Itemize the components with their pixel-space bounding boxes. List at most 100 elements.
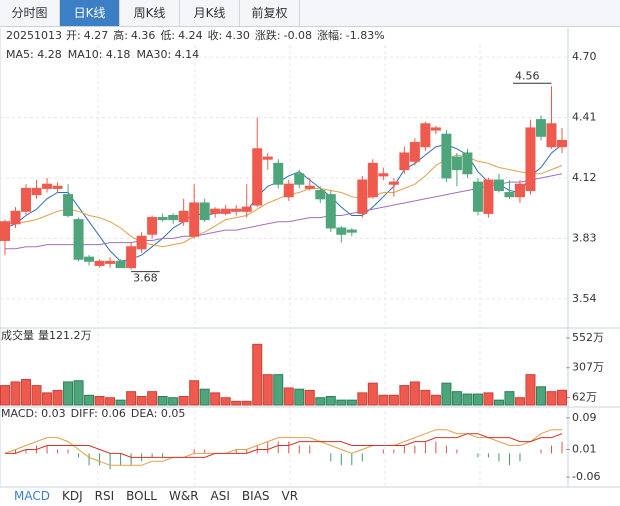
tab[interactable]: 月K线 [180, 0, 240, 26]
tab[interactable]: ASI [210, 489, 230, 503]
y-tick-label: 552万 [572, 331, 604, 344]
volume-bar [178, 396, 189, 406]
quote-value: 4.36 [131, 29, 156, 42]
candle-body [52, 185, 63, 189]
candle-body [409, 142, 420, 162]
tab[interactable]: 日K线 [60, 0, 120, 26]
candle-body [10, 210, 21, 225]
volume-bar [493, 399, 504, 406]
legend-entry: MA5: 4.28 [6, 48, 62, 61]
min-label: 3.68 [133, 272, 158, 285]
y-tick-label: 0.09 [572, 411, 597, 424]
volume-bar [346, 399, 357, 406]
y-tick-label: 4.12 [572, 171, 597, 184]
period-tabs: 分时图 日K线 周K线 月K线 前复权 [0, 0, 620, 27]
candle-body [378, 173, 389, 177]
vertical-grid [97, 45, 481, 487]
legend-entry: DIFF: 0.06 [71, 407, 126, 420]
volume-bar [304, 389, 315, 406]
tab[interactable]: MACD [14, 489, 50, 503]
max-label: 4.56 [515, 69, 540, 82]
volume-bar [0, 385, 10, 406]
candle-body [462, 152, 473, 175]
y-tick-label: 0.01 [572, 442, 597, 455]
candle-body [126, 246, 137, 269]
y-tick-label: 62万 [572, 390, 597, 403]
volume-bar [357, 392, 368, 406]
volume-bar [388, 394, 399, 406]
volume-bar [451, 391, 462, 406]
y-tick-label: -0.06 [572, 470, 600, 483]
quote-label: 涨幅: [317, 29, 343, 42]
candle-body [63, 194, 74, 216]
volume-bar [262, 374, 273, 406]
volume-bar [283, 387, 294, 406]
legend-entry: DEA: 0.05 [131, 407, 185, 420]
candle-body [357, 179, 368, 214]
quote-date: 20251013 [6, 29, 62, 42]
volume-bar [115, 399, 126, 406]
tab[interactable]: VR [281, 489, 299, 503]
volume-bar [336, 399, 347, 406]
ma-line [5, 173, 563, 250]
tab[interactable]: BIAS [241, 489, 270, 503]
legend-entry: MACD: 0.03 [1, 407, 66, 420]
candle-body [157, 217, 168, 221]
candle-body [504, 192, 515, 198]
legend-entry: MA10: 4.18 [68, 48, 131, 61]
volume-bar [430, 394, 441, 406]
candle-body [178, 210, 189, 223]
volume-bar [273, 374, 284, 406]
candle-body [388, 181, 399, 185]
tab[interactable]: 分时图 [0, 0, 60, 26]
volume-bar [367, 382, 378, 406]
volume-bar [10, 381, 21, 406]
quote-value: 4.30 [225, 29, 250, 42]
volume-bar [52, 389, 63, 406]
volume-bar [378, 394, 389, 406]
candle-body [325, 194, 336, 229]
volume-bar [147, 391, 158, 406]
volume-bar [525, 374, 536, 406]
candle-body [399, 152, 410, 171]
candle-body [472, 181, 483, 212]
tab[interactable]: RSI [94, 489, 115, 503]
volume-bar [105, 397, 116, 406]
tab[interactable]: 周K线 [120, 0, 180, 26]
candle-body [525, 127, 536, 191]
volume-bar [199, 388, 210, 406]
volume-bar [399, 385, 410, 406]
volume-bar [546, 391, 557, 406]
volume-bar [157, 396, 168, 406]
volume-bar [210, 392, 221, 406]
candle-body [315, 189, 326, 200]
volume-bar [189, 380, 200, 406]
candle-body [105, 260, 116, 264]
volume-bar [73, 380, 84, 406]
legend-entry: MA30: 4.14 [136, 48, 199, 61]
candle-body [199, 202, 210, 221]
candle-body [304, 185, 315, 189]
tab[interactable]: W&R [168, 489, 199, 503]
volume-bar [514, 397, 525, 406]
candle-body [346, 229, 357, 233]
candle-body [31, 187, 42, 196]
volume-bar [483, 392, 494, 406]
tab[interactable]: BOLL [126, 489, 157, 503]
volume-bar [441, 382, 452, 406]
volume-bar [220, 397, 231, 406]
volume-bar [31, 385, 42, 406]
candle-body [336, 227, 347, 235]
quote-label: 涨跌: [255, 28, 281, 42]
tab[interactable]: KDJ [61, 489, 83, 503]
candle-body [420, 123, 431, 148]
volume-bar [241, 400, 252, 406]
candle-body [147, 217, 158, 235]
volume-bar [315, 397, 326, 406]
candle-body [241, 206, 252, 212]
candle-body [231, 208, 242, 212]
candle-body [546, 123, 557, 148]
tab[interactable]: 前复权 [240, 0, 300, 26]
volume-bar [504, 391, 515, 406]
